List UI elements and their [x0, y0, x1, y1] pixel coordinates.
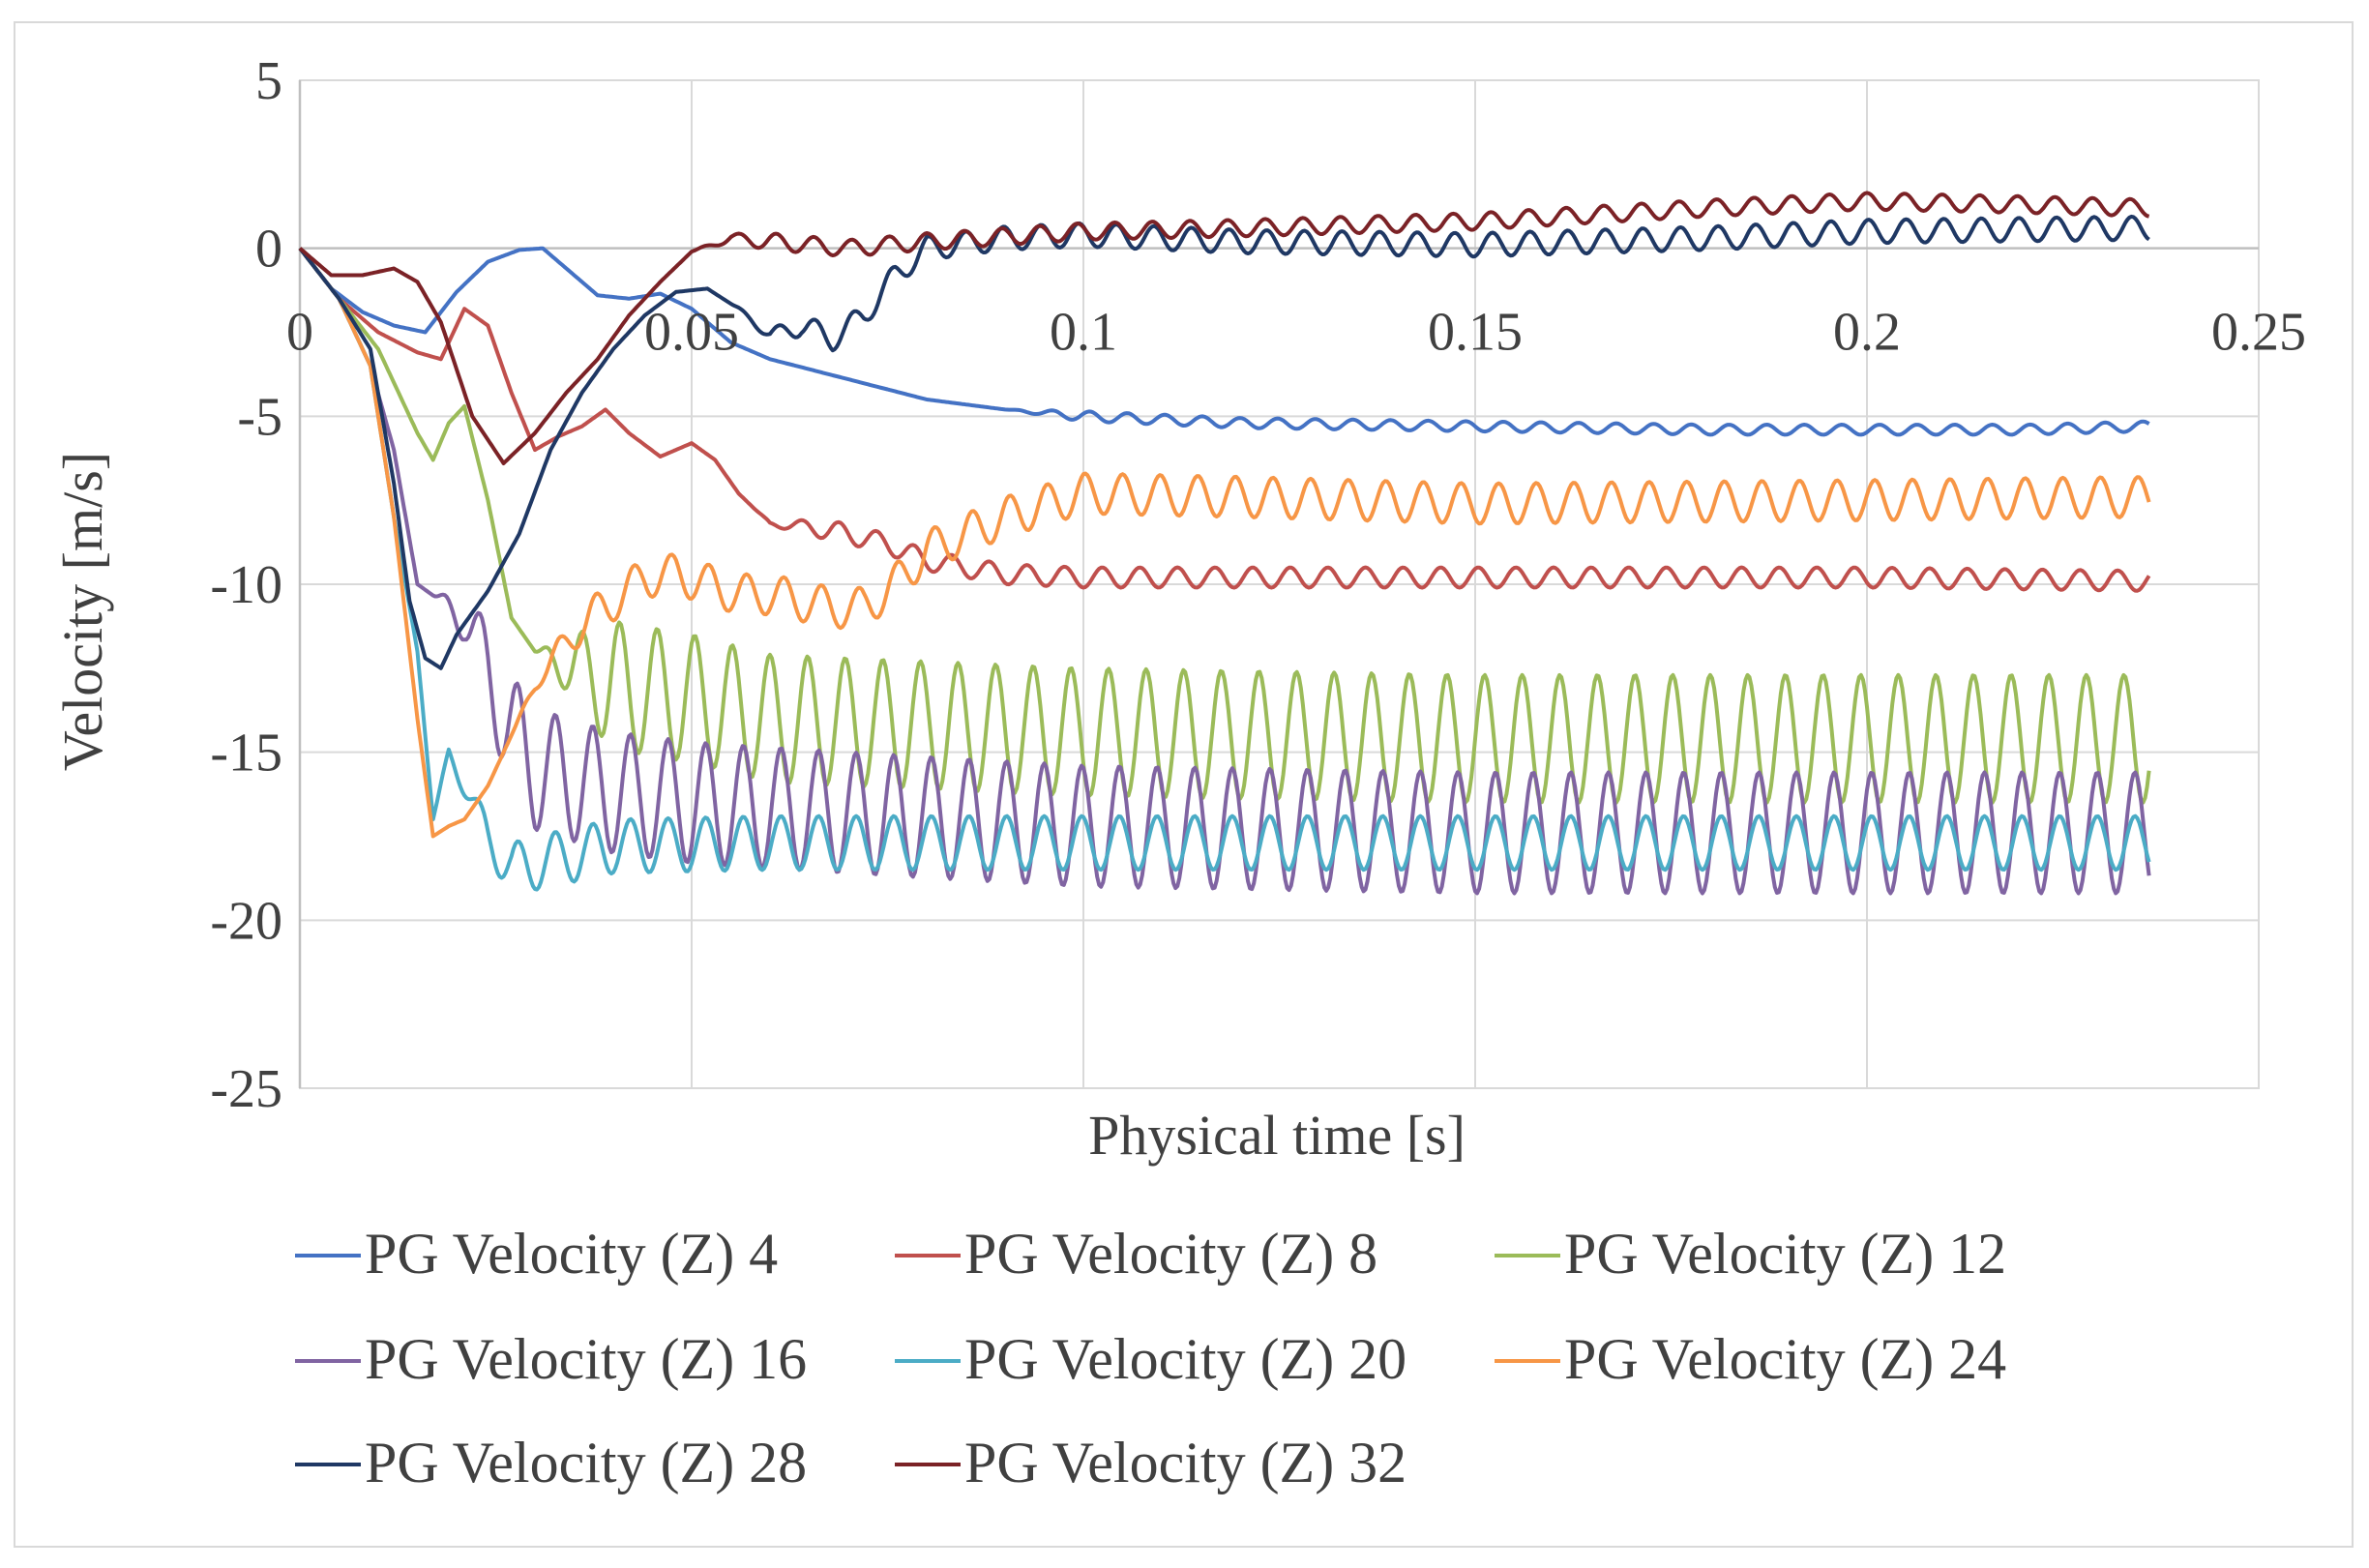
series-line — [298, 247, 2151, 839]
legend-entry: PG Velocity (Z) 20 — [964, 1327, 1407, 1391]
series-line — [298, 247, 2151, 593]
legend-entry: PG Velocity (Z) 16 — [365, 1327, 807, 1391]
series-line — [298, 214, 2150, 670]
y-tick-label: -10 — [210, 555, 282, 615]
y-tick-label: 0 — [255, 220, 282, 280]
legend-entry: PG Velocity (Z) 24 — [1564, 1327, 2006, 1391]
x-tick-label: 0.1 — [1050, 303, 1117, 363]
y-tick-label: -5 — [237, 387, 282, 447]
series-line — [298, 247, 2151, 892]
y-tick-label: -25 — [210, 1059, 282, 1119]
y-tick-label: -15 — [210, 724, 282, 784]
legend-entry: PG Velocity (Z) 28 — [365, 1431, 807, 1494]
series-lines — [298, 191, 2151, 896]
x-axis-title: Physical time [s] — [1088, 1104, 1466, 1167]
legend-entry: PG Velocity (Z) 12 — [1564, 1222, 2006, 1286]
legend-entry: PG Velocity (Z) 32 — [964, 1431, 1407, 1494]
x-tick-label: 0.25 — [2211, 303, 2306, 363]
legend-entry: PG Velocity (Z) 4 — [365, 1222, 778, 1286]
legend: PG Velocity (Z) 4 PG Velocity (Z) 8 PG Vel… — [295, 1222, 2006, 1494]
tick-labels: 50-5-10-15-20-250 0.05 0.1 0.15 0.2 0.25 — [210, 51, 2306, 1119]
series-line — [298, 247, 2151, 896]
y-axis-title: Velocity [m/s] — [51, 452, 114, 771]
y-tick-label: -20 — [210, 891, 282, 951]
x-tick-label: 0.05 — [644, 303, 739, 363]
legend-entry: PG Velocity (Z) 8 — [964, 1222, 1377, 1286]
x-tick-label: 0.15 — [1428, 303, 1523, 363]
series-line — [298, 246, 2150, 437]
y-tick-label: 5 — [255, 51, 282, 111]
x-tick-label: 0 — [286, 303, 313, 363]
series-line — [298, 191, 2150, 465]
x-tick-label: 0.2 — [1833, 303, 1901, 363]
